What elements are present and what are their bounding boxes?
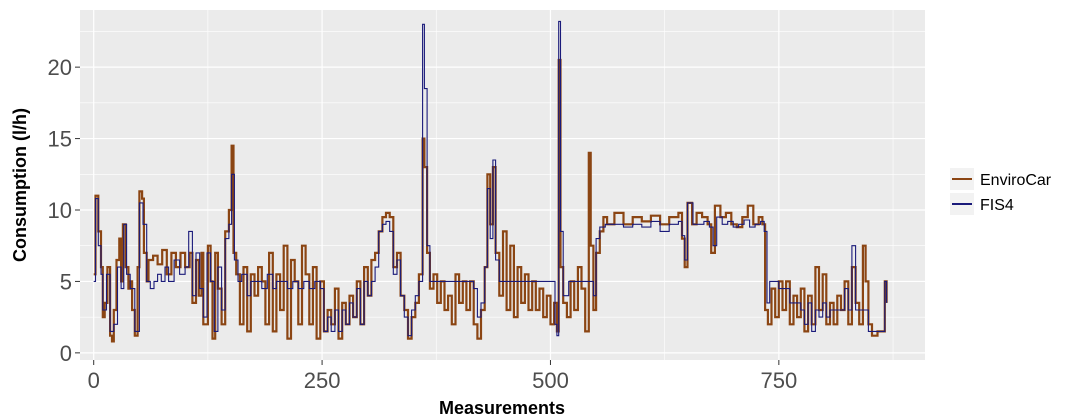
legend-label-fis4: FIS4 (980, 197, 1014, 214)
x-tick-label: 250 (304, 368, 341, 393)
x-tick-label: 0 (88, 368, 100, 393)
series-lines (93, 20, 888, 343)
y-tick-label: 15 (48, 127, 72, 152)
y-tick-label: 10 (48, 198, 72, 223)
series-line-fis4 (93, 20, 888, 337)
y-tick-label: 5 (60, 269, 72, 294)
y-tick-label: 0 (60, 341, 72, 366)
series-line-envirocar (93, 58, 888, 343)
x-tick-label: 500 (532, 368, 569, 393)
x-axis-title: Measurements (439, 398, 565, 416)
y-axis-title: Consumption (l/h) (10, 108, 30, 262)
legend: EnviroCar FIS4 (950, 168, 1052, 215)
x-tick-label: 750 (760, 368, 797, 393)
x-axis-ticks: 0 250 500 750 (88, 360, 797, 393)
y-axis-ticks: 0 5 10 15 20 (48, 55, 80, 366)
legend-label-envirocar: EnviroCar (980, 172, 1052, 189)
y-tick-label: 20 (48, 55, 72, 80)
